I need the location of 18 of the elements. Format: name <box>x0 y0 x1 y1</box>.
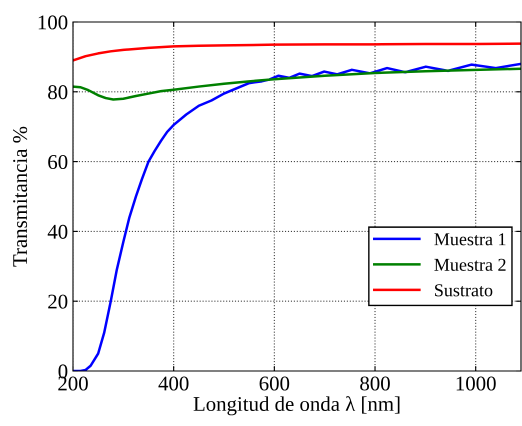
x-axis-title: Longitud de onda λ [nm] <box>194 396 400 416</box>
x-tick-label: 200 <box>58 376 88 391</box>
x-tick-label: 400 <box>158 376 189 391</box>
line-series <box>73 42 521 62</box>
x-tick-label: 1000 <box>456 376 496 391</box>
line-series <box>73 68 521 101</box>
y-tick-label: 0 <box>58 364 68 378</box>
y-axis-title: Transmitancia % <box>13 126 28 267</box>
y-tick-label: 100 <box>38 15 68 30</box>
x-tick-label: 600 <box>260 376 290 391</box>
legend-label: Muestra 2 <box>434 258 506 271</box>
legend-label: Sustrato <box>435 284 492 296</box>
y-tick-label: 40 <box>48 224 68 239</box>
x-tick-label: 800 <box>360 376 390 391</box>
y-tick-label: 60 <box>48 154 68 170</box>
y-tick-label: 20 <box>48 294 68 309</box>
legend-label: Muestra 1 <box>434 233 506 246</box>
y-tick-label: 80 <box>48 85 68 100</box>
